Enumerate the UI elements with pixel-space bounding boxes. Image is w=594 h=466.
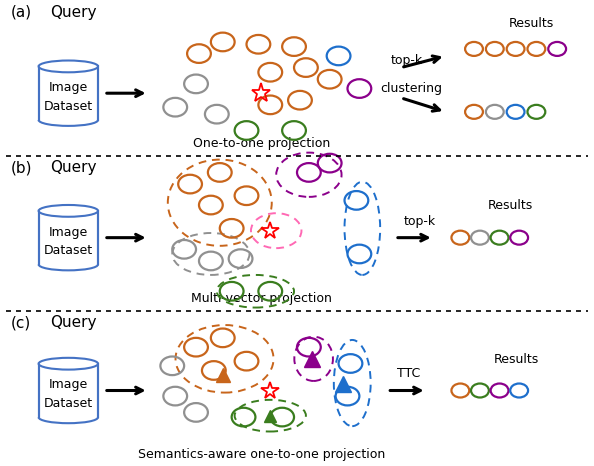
Text: One-to-one projection: One-to-one projection: [192, 137, 330, 150]
Text: Image: Image: [49, 378, 88, 391]
Text: Dataset: Dataset: [44, 244, 93, 257]
Text: Dataset: Dataset: [44, 100, 93, 113]
Ellipse shape: [39, 61, 98, 72]
Text: (c): (c): [11, 315, 31, 330]
Text: (a): (a): [11, 5, 32, 20]
Text: Query: Query: [50, 160, 97, 175]
Ellipse shape: [39, 205, 98, 217]
Text: Image: Image: [49, 226, 88, 239]
Text: Query: Query: [50, 5, 97, 20]
Text: Results: Results: [488, 199, 533, 212]
Ellipse shape: [39, 358, 98, 370]
Text: Results: Results: [509, 17, 554, 30]
Text: (b): (b): [11, 160, 32, 175]
Text: Image: Image: [49, 81, 88, 94]
Text: Multi-vector projection: Multi-vector projection: [191, 292, 332, 305]
Text: TTC: TTC: [397, 367, 420, 380]
Text: top-k: top-k: [404, 215, 436, 228]
FancyBboxPatch shape: [39, 211, 98, 265]
Text: Query: Query: [50, 315, 97, 330]
Text: Semantics-aware one-to-one projection: Semantics-aware one-to-one projection: [138, 447, 385, 460]
Text: clustering: clustering: [380, 82, 442, 95]
FancyBboxPatch shape: [39, 363, 98, 418]
FancyBboxPatch shape: [39, 66, 98, 120]
Text: Dataset: Dataset: [44, 397, 93, 410]
Text: Results: Results: [494, 353, 539, 366]
Text: top-k: top-k: [391, 54, 423, 67]
